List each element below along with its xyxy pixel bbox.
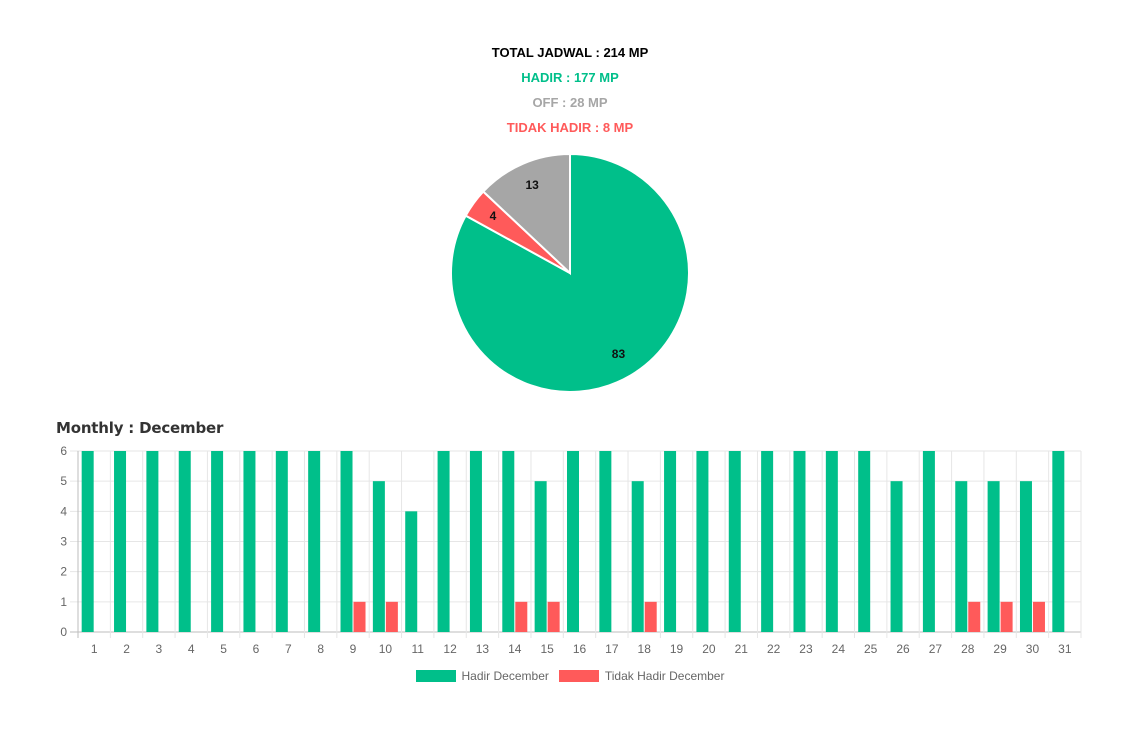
bar-tidak-hadir-14[interactable] [515, 601, 528, 632]
bar-hadir-18[interactable] [631, 481, 644, 632]
present-label: HADIR : 177 MP [521, 70, 619, 85]
bar-hadir-24[interactable] [825, 451, 838, 632]
x-tick-label: 3 [156, 642, 163, 656]
x-tick-label: 8 [317, 642, 324, 656]
bar-tidak-hadir-9[interactable] [353, 601, 366, 632]
x-tick-label: 7 [285, 642, 292, 656]
y-tick-label: 5 [60, 474, 67, 488]
attendance-pie-chart: 83 4 13 [450, 152, 690, 393]
pie-slice-label-2: 13 [526, 178, 540, 192]
x-tick-label: 21 [735, 642, 749, 656]
bar-tidak-hadir-30[interactable] [1032, 601, 1045, 632]
bar-hadir-6[interactable] [243, 451, 256, 632]
bar-hadir-4[interactable] [178, 451, 191, 632]
bar-hadir-30[interactable] [1019, 481, 1032, 632]
bar-hadir-20[interactable] [696, 451, 709, 632]
x-tick-label: 19 [670, 642, 684, 656]
x-tick-label: 24 [832, 642, 846, 656]
y-tick-label: 4 [60, 504, 67, 518]
bar-hadir-5[interactable] [211, 451, 224, 632]
x-tick-label: 18 [638, 642, 652, 656]
bar-hadir-27[interactable] [922, 451, 935, 632]
bar-hadir-23[interactable] [793, 451, 806, 632]
bar-hadir-28[interactable] [955, 481, 968, 632]
bar-tidak-hadir-28[interactable] [968, 601, 981, 632]
bar-hadir-9[interactable] [340, 451, 353, 632]
legend-swatch-tidak-hadir [558, 670, 599, 682]
x-tick-label: 23 [799, 642, 813, 656]
bar-hadir-7[interactable] [275, 451, 288, 632]
bar-hadir-25[interactable] [858, 451, 871, 632]
x-tick-label: 31 [1058, 642, 1072, 656]
x-tick-label: 26 [896, 642, 910, 656]
bar-hadir-16[interactable] [567, 451, 579, 632]
bar-hadir-26[interactable] [890, 481, 903, 632]
bar-hadir-14[interactable] [502, 451, 515, 632]
x-tick-label: 2 [123, 642, 130, 656]
x-tick-label: 6 [253, 642, 260, 656]
x-tick-label: 29 [993, 642, 1007, 656]
bar-hadir-19[interactable] [664, 451, 677, 632]
bar-tidak-hadir-29[interactable] [1000, 601, 1013, 632]
chart-legend: Hadir December Tidak Hadir December [0, 669, 1140, 683]
y-tick-label: 1 [60, 595, 67, 609]
bar-tidak-hadir-10[interactable] [385, 601, 398, 632]
x-tick-label: 17 [605, 642, 619, 656]
x-tick-label: 20 [702, 642, 716, 656]
x-tick-label: 16 [573, 642, 587, 656]
absent-label: TIDAK HADIR : 8 MP [506, 120, 634, 135]
off-label: OFF : 28 MP [532, 95, 608, 110]
total-schedule-label: TOTAL JADWAL : 214 MP [491, 45, 649, 60]
x-tick-label: 28 [961, 642, 975, 656]
x-tick-label: 1 [91, 642, 98, 656]
x-tick-label: 27 [929, 642, 943, 656]
bar-hadir-22[interactable] [761, 451, 774, 632]
x-tick-label: 5 [220, 642, 227, 656]
bar-hadir-12[interactable] [437, 451, 450, 632]
x-tick-label: 12 [443, 642, 457, 656]
y-tick-label: 0 [60, 625, 67, 639]
bar-tidak-hadir-15[interactable] [547, 601, 560, 632]
bar-hadir-31[interactable] [1052, 451, 1065, 632]
legend-item-tidak-hadir[interactable]: Tidak Hadir December [558, 669, 725, 683]
pie-slice-label-1: 4 [490, 209, 497, 223]
y-tick-label: 6 [60, 444, 67, 458]
pie-slice-2[interactable] [481, 152, 571, 276]
bar-tidak-hadir-18[interactable] [644, 601, 657, 632]
bar-hadir-21[interactable] [728, 451, 741, 632]
y-tick-label: 3 [60, 535, 67, 549]
legend-item-hadir[interactable]: Hadir December [415, 669, 549, 683]
attendance-summary: TOTAL JADWAL : 214 MP HADIR : 177 MP OFF… [0, 44, 1140, 144]
legend-swatch-hadir [415, 670, 456, 682]
x-tick-label: 15 [540, 642, 554, 656]
x-tick-label: 14 [508, 642, 522, 656]
bar-hadir-3[interactable] [146, 451, 159, 632]
y-tick-label: 2 [60, 565, 67, 579]
legend-label-hadir: Hadir December [461, 669, 549, 683]
bar-hadir-13[interactable] [469, 451, 482, 632]
bar-hadir-11[interactable] [405, 511, 418, 632]
legend-label-tidak-hadir: Tidak Hadir December [604, 669, 725, 683]
pie-slice-label-0: 83 [612, 347, 626, 361]
bar-hadir-1[interactable] [81, 451, 94, 632]
x-tick-label: 25 [864, 642, 878, 656]
x-tick-label: 9 [350, 642, 357, 656]
x-tick-label: 13 [476, 642, 490, 656]
monthly-chart-title: Monthly : December [56, 419, 224, 437]
bar-hadir-17[interactable] [599, 451, 612, 632]
bar-hadir-8[interactable] [308, 451, 321, 632]
x-tick-label: 10 [379, 642, 393, 656]
bar-hadir-10[interactable] [372, 481, 385, 632]
x-tick-label: 11 [411, 642, 424, 656]
x-tick-label: 30 [1026, 642, 1040, 656]
x-tick-label: 22 [767, 642, 781, 656]
bar-hadir-2[interactable] [114, 451, 127, 632]
bar-hadir-29[interactable] [987, 481, 1000, 632]
bar-hadir-15[interactable] [534, 481, 547, 632]
x-tick-label: 4 [188, 642, 195, 656]
